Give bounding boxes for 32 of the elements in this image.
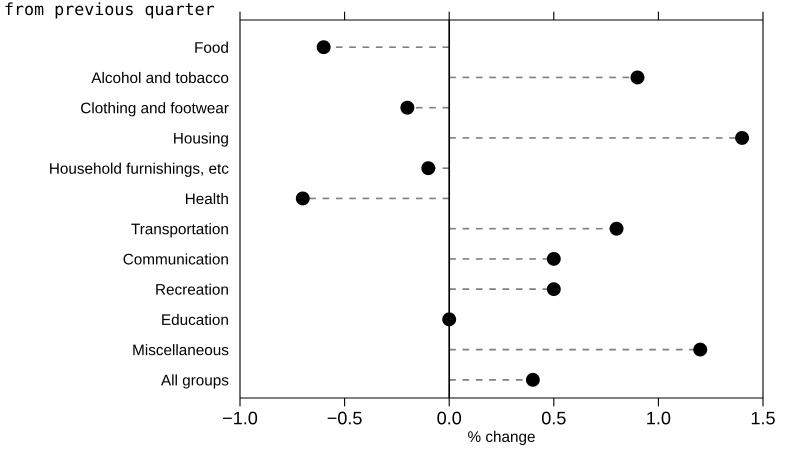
point bbox=[630, 70, 644, 84]
y-tick-label: Health bbox=[186, 192, 228, 204]
x-tick-label: −0.5 bbox=[328, 412, 362, 424]
y-tick-label: All groups bbox=[160, 374, 228, 389]
point bbox=[316, 40, 331, 54]
y-tick-label: Alcohol and tobacco bbox=[91, 72, 228, 84]
point bbox=[693, 342, 708, 357]
point bbox=[546, 252, 561, 266]
y-tick-label: Housing bbox=[174, 132, 228, 147]
x-tick-label: 0.0 bbox=[437, 412, 462, 424]
y-tick-label: Education bbox=[162, 314, 228, 326]
y-tick-label: Food bbox=[195, 42, 228, 53]
y-tick-label: Recreation bbox=[156, 284, 228, 295]
point bbox=[610, 222, 624, 236]
y-tick-label: Clothing and footwear bbox=[81, 102, 229, 116]
x-tick-label: 1.0 bbox=[647, 412, 670, 424]
point bbox=[421, 161, 436, 176]
x-axis-title: % change bbox=[468, 430, 535, 446]
x-tick-label: 0.5 bbox=[542, 412, 566, 424]
y-tick-label: Communication bbox=[124, 253, 228, 265]
point bbox=[400, 100, 414, 115]
point bbox=[526, 372, 540, 387]
y-tick-label: Household furnishings, etc bbox=[50, 162, 228, 177]
point bbox=[546, 282, 561, 296]
point bbox=[296, 191, 310, 206]
point bbox=[735, 130, 750, 145]
point bbox=[442, 312, 456, 326]
x-tick-label: −1.0 bbox=[223, 412, 258, 424]
x-tick-label: 1.5 bbox=[752, 412, 775, 424]
chart-title: from previous quarter bbox=[6, 2, 214, 19]
y-tick-label: Transportation bbox=[131, 223, 228, 238]
y-tick-label: Miscellaneous bbox=[133, 344, 228, 356]
